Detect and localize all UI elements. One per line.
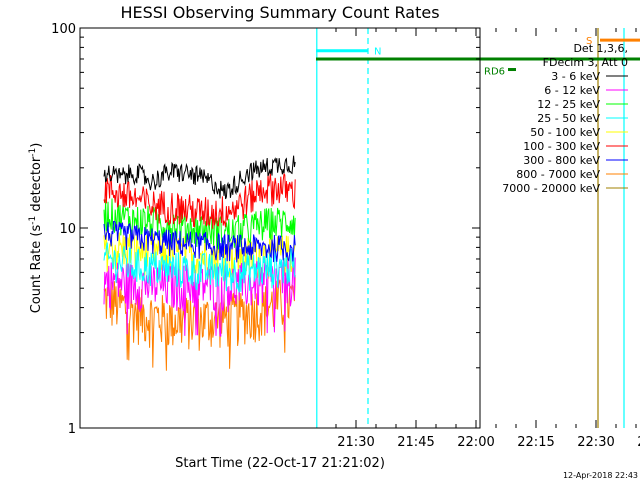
x-tick-label-3: 22:15	[517, 435, 554, 450]
legend-header-line2: FDecim 3, Att 0	[543, 56, 628, 69]
series-line-2	[103, 198, 296, 250]
legend-label-3: 25 - 50 keV	[537, 112, 600, 125]
y-axis-ticks: 1 10 100	[51, 22, 480, 437]
x-tick-label-1: 21:45	[397, 435, 434, 450]
x-axis-label: Start Time (22-Oct-17 21:21:02)	[175, 456, 385, 471]
vertical-marker-lines	[316, 28, 625, 428]
x-tick-label-4: 22:30	[577, 435, 614, 450]
y-tick-label-0: 1	[68, 422, 76, 437]
legend-label-5: 100 - 300 keV	[523, 140, 600, 153]
series-line-6	[103, 221, 296, 263]
legend-label-7: 800 - 7000 keV	[516, 168, 600, 181]
legend-label-0: 3 - 6 keV	[551, 70, 600, 83]
series-line-0	[103, 155, 296, 200]
series-line-3	[103, 242, 296, 293]
y-tick-label-1: 10	[59, 222, 76, 237]
x-tick-label-5: 22:45	[637, 435, 640, 450]
series-line-5	[103, 172, 296, 229]
legend-label-2: 12 - 25 keV	[537, 98, 600, 111]
flag-label-n: N	[374, 47, 381, 58]
legend-header-line1: Det 1,3,6,	[573, 42, 628, 55]
legend-label-1: 6 - 12 keV	[544, 84, 600, 97]
flag-label-rd6: RD6	[484, 67, 505, 78]
chart-title: HESSI Observing Summary Count Rates	[120, 3, 439, 22]
y-axis-label: Count Rate (s-1 detector-1)	[28, 143, 44, 314]
y-tick-label-2: 100	[51, 22, 76, 37]
legend-label-6: 300 - 800 keV	[523, 154, 600, 167]
x-tick-label-0: 21:30	[337, 435, 374, 450]
x-tick-label-2: 22:00	[457, 435, 494, 450]
series-layer	[103, 155, 296, 371]
timestamp: 12-Apr-2018 22:43	[563, 471, 638, 480]
series-line-7	[103, 275, 296, 371]
flag-label-s: S	[586, 36, 592, 47]
legend-label-8: 7000 - 20000 keV	[502, 182, 600, 195]
series-line-1	[103, 257, 296, 337]
legend-label-4: 50 - 100 keV	[530, 126, 600, 139]
flags-layer: NSRD0RD6	[316, 36, 640, 78]
